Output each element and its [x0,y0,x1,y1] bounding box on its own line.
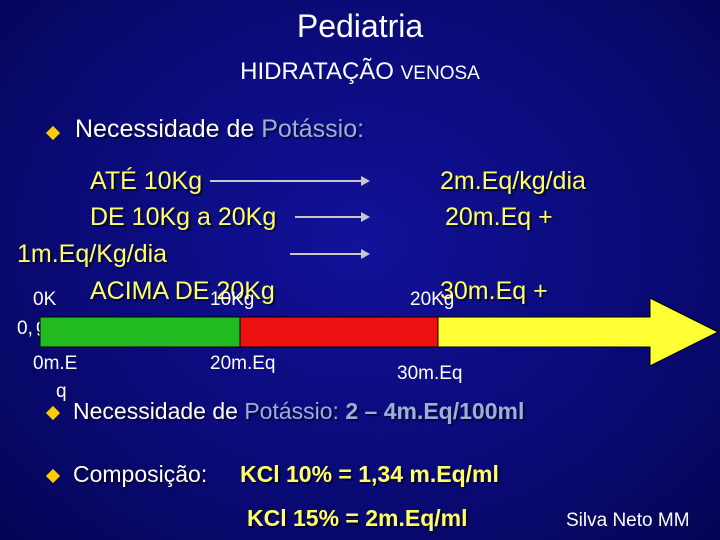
scale-start-weight-a: 0K [33,289,57,310]
potassium-need-heading: Necessidade de Potássio: [75,115,364,144]
scale-segment-red [239,316,439,348]
need-label: Necessidade de [73,398,245,424]
footer-author: Silva Neto MM [566,510,690,531]
rule-row4-left: ACIMA DE 20Kg [90,277,275,305]
scale-segment-yellow-arrow [437,297,720,367]
potassium-daily-need: Necessidade de Potássio: 2 – 4m.Eq/100ml [73,398,524,425]
scale-start-weight-b: 0, [17,318,33,339]
need-value: 2 – 4m.Eq/100ml [338,398,525,424]
composition-label: Composição: [73,461,208,487]
scale-mid-weight: 10Kg [210,289,255,310]
heading-label: Necessidade de [75,115,262,143]
arrow-row1-icon [210,176,370,186]
rule-row1-right: 2m.Eq/kg/dia [440,167,586,195]
bullet-diamond-icon [45,405,61,421]
composition-value-1: KCl 10% = 1,34 m.Eq/ml [240,461,499,487]
composition-value-2: KCl 15% = 2m.Eq/ml [247,505,468,531]
need-highlight: Potássio: [244,398,339,424]
subtitle-small: VENOSA [400,63,480,84]
arrow-row2-icon [295,212,370,222]
scale-arrow-bar [39,297,720,367]
scale-mid-meq: 20m.Eq [210,353,276,374]
rule-row2-right: 20m.Eq + [445,203,553,231]
scale-start-meq-a: 0m.E [33,353,78,374]
bullet-diamond-icon [45,468,61,484]
subtitle-main: HIDRATAÇÃO [240,58,401,85]
scale-end-weight: 20Kg [410,289,455,310]
rule-row1-left: ATÉ 10Kg [90,167,203,195]
arrow-row3-icon [290,249,370,259]
bullet-diamond-icon [45,125,61,141]
heading-highlight: Potássio: [261,115,365,143]
rule-row2-left: DE 10Kg a 20Kg [90,203,277,231]
page-title: Pediatria [296,8,424,44]
rule-row4-right: 30m.Eq + [440,277,548,305]
page-subtitle: HIDRATAÇÃO VENOSA [0,58,720,86]
scale-end-meq: 30m.Eq [397,363,463,384]
scale-segment-green [39,316,241,348]
rule-row3-left: 1m.Eq/Kg/dia [17,240,168,268]
scale-start-meq-b: q [56,381,67,402]
